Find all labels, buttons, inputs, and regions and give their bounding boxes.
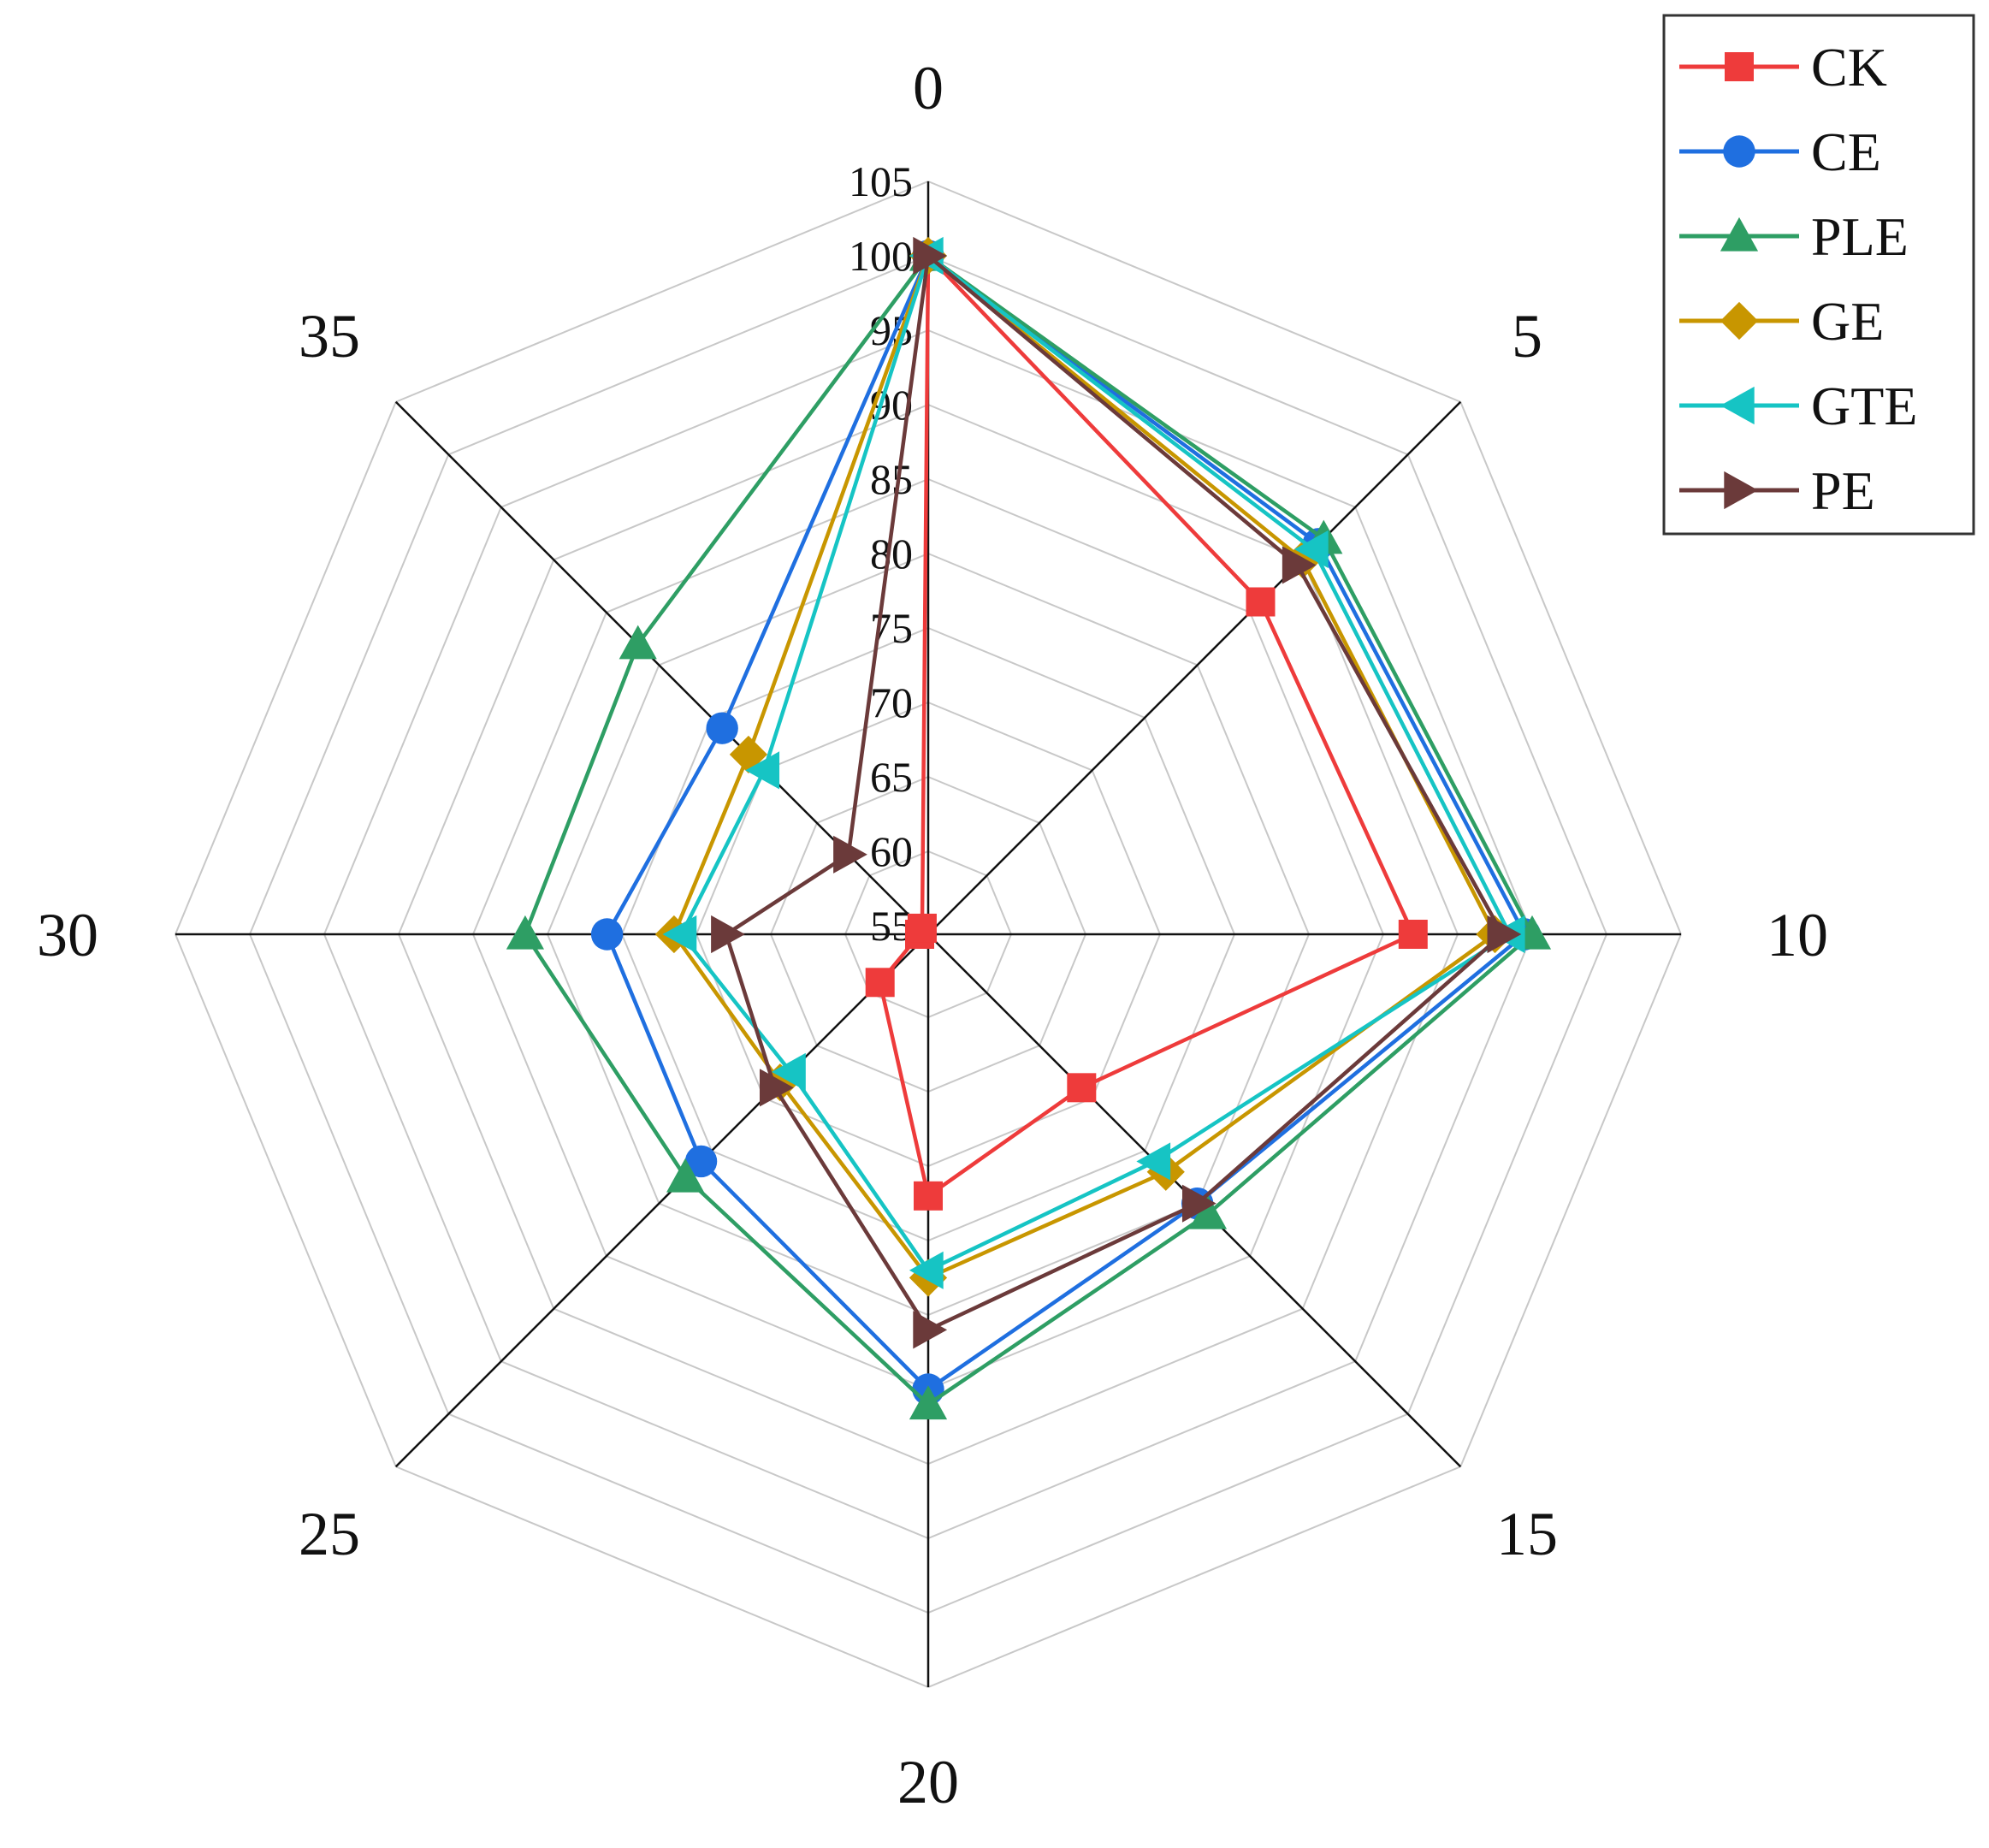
data-point bbox=[619, 625, 657, 660]
legend-marker bbox=[1723, 135, 1755, 168]
legend-label: GTE bbox=[1811, 376, 1917, 436]
category-labels: 0 5 10 15 20 25 30 35 bbox=[37, 54, 1828, 1816]
data-point bbox=[913, 236, 948, 275]
legend-item-ge: GE bbox=[1679, 291, 1884, 352]
series-line bbox=[605, 253, 1527, 1392]
legend-item-ce: CE bbox=[1679, 121, 1881, 182]
data-point bbox=[833, 835, 867, 874]
series-ce bbox=[590, 240, 1542, 1406]
legend-box bbox=[1662, 14, 1975, 536]
legend-item-ck: CK bbox=[1679, 37, 1887, 98]
category-label: 25 bbox=[299, 1500, 360, 1568]
tick-label: 105 bbox=[849, 157, 913, 205]
series-ck bbox=[865, 241, 1428, 1211]
series-ple bbox=[506, 236, 1552, 1420]
data-point bbox=[1067, 1073, 1097, 1103]
category-label: 20 bbox=[897, 1748, 959, 1816]
spoke-5 bbox=[927, 400, 1462, 935]
data-point bbox=[745, 751, 780, 790]
category-label: 10 bbox=[1767, 901, 1828, 969]
data-point bbox=[909, 1385, 948, 1420]
legend-marker bbox=[1725, 52, 1754, 81]
data-point bbox=[1188, 1194, 1228, 1229]
tick-label: 65 bbox=[870, 753, 913, 801]
data-point bbox=[506, 915, 544, 950]
data-point bbox=[865, 968, 895, 998]
data-point bbox=[1487, 915, 1522, 954]
legend-label: CK bbox=[1811, 37, 1887, 98]
series-pe bbox=[711, 236, 1522, 1349]
legend-item-pe: PE bbox=[1679, 460, 1875, 521]
category-label: 35 bbox=[299, 302, 360, 370]
legend-marker bbox=[1724, 471, 1759, 510]
data-point bbox=[759, 1069, 794, 1107]
legend: CK CE PLE GE GTE PE bbox=[1662, 14, 1975, 536]
data-point bbox=[662, 915, 697, 954]
series-line bbox=[724, 253, 1505, 1332]
legend-item-ple: PLE bbox=[1679, 206, 1909, 267]
data-point bbox=[907, 913, 937, 943]
spoke-25 bbox=[394, 933, 929, 1468]
data-point bbox=[666, 1158, 705, 1193]
legend-marker bbox=[1720, 301, 1759, 341]
data-point bbox=[1293, 530, 1329, 569]
legend-item-gte: GTE bbox=[1679, 376, 1917, 436]
legend-label: PLE bbox=[1811, 206, 1909, 267]
data-point bbox=[684, 1145, 718, 1178]
data-point bbox=[914, 1181, 943, 1211]
data-point bbox=[1246, 587, 1276, 617]
data-point bbox=[1398, 920, 1428, 949]
data-point bbox=[1181, 1184, 1216, 1223]
data-point bbox=[772, 1052, 806, 1091]
data-point bbox=[1282, 546, 1317, 584]
data-point bbox=[706, 712, 738, 744]
data-point bbox=[590, 918, 624, 951]
category-label: 30 bbox=[37, 901, 98, 969]
category-label: 15 bbox=[1496, 1500, 1558, 1568]
tick-label: 100 bbox=[849, 232, 913, 280]
data-point bbox=[909, 1251, 944, 1289]
legend-label: GE bbox=[1811, 291, 1884, 352]
data-point bbox=[711, 915, 745, 954]
category-label: 5 bbox=[1512, 302, 1542, 370]
legend-marker bbox=[1720, 386, 1755, 425]
data-series bbox=[506, 236, 1552, 1420]
legend-marker bbox=[1720, 216, 1759, 252]
tick-label: 85 bbox=[870, 455, 913, 503]
legend-label: PE bbox=[1811, 460, 1875, 521]
category-label: 0 bbox=[913, 54, 944, 122]
legend-label: CE bbox=[1811, 121, 1881, 182]
data-point bbox=[1136, 1142, 1171, 1181]
tick-label: 70 bbox=[870, 678, 913, 726]
data-point bbox=[913, 1311, 948, 1349]
tick-label: 60 bbox=[870, 827, 913, 875]
